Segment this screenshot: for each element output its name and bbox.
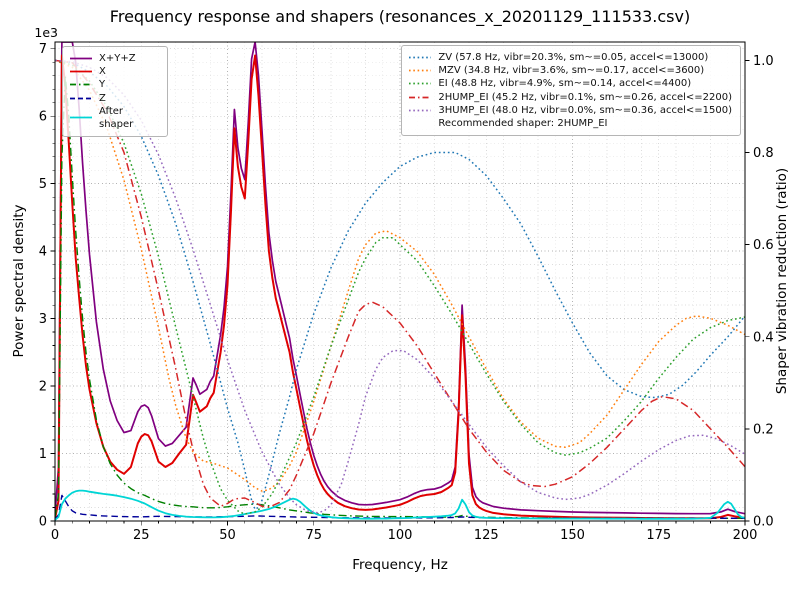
x-tick-label: 75	[305, 528, 322, 543]
legend-label: X	[99, 66, 106, 78]
x-axis-label: Frequency, Hz	[352, 557, 448, 573]
legend-item: After shaper	[69, 105, 159, 131]
legend-line-sample	[409, 96, 432, 99]
legend-item: 3HUMP_EI (48.0 Hz, vibr=0.0%, sm~=0.36, …	[408, 104, 732, 117]
x-tick-label: 125	[474, 528, 499, 543]
legend-line-sample	[70, 57, 92, 60]
y-left-tick-label: 5	[39, 177, 47, 192]
y-right-tick-label: 0.4	[753, 330, 774, 345]
y-right-tick-label: 0.6	[753, 238, 774, 253]
legend-item: 2HUMP_EI (45.2 Hz, vibr=0.1%, sm~=0.26, …	[408, 91, 732, 104]
legend-label: X+Y+Z	[99, 53, 136, 64]
legend-item: EI (48.8 Hz, vibr=4.9%, sm~=0.14, accel<…	[408, 77, 732, 90]
y-right-tick-label: 0.8	[753, 146, 774, 161]
chart-title: Frequency response and shapers (resonanc…	[109, 7, 691, 26]
series-line-after-shaper	[55, 489, 745, 521]
legend-label: EI (48.8 Hz, vibr=4.9%, sm~=0.14, accel<…	[438, 78, 692, 90]
x-tick-label: 175	[646, 528, 671, 543]
legend-line-sample	[409, 83, 432, 85]
legend-line-sample	[409, 56, 432, 59]
series-group	[55, 42, 745, 521]
legend-item: X	[69, 65, 159, 78]
series-line-3hump-ei	[55, 59, 745, 514]
series-line-y	[55, 75, 745, 519]
y-left-tick-label: 0	[39, 515, 47, 530]
y-right-tick-label: 0.0	[753, 515, 774, 530]
legend-item: X+Y+Z	[69, 52, 159, 65]
legend-line-sample	[70, 117, 92, 119]
y-left-tick-label: 2	[39, 380, 47, 395]
legend-label: 3HUMP_EI (48.0 Hz, vibr=0.0%, sm~=0.36, …	[438, 104, 732, 116]
tick-labels: 0 25 50 75 100 125 150 175 200 0 1 2 3 4 5 6 7 0.0 0.2 0.4 0…	[39, 42, 774, 543]
legend-item: ZV (57.8 Hz, vibr=20.3%, sm~=0.05, accel…	[408, 51, 732, 64]
legend-shapers: ZV (57.8 Hz, vibr=20.3%, sm~=0.05, accel…	[401, 45, 741, 137]
legend-label: Y	[99, 79, 106, 91]
y-axis-label-left: Power spectral density	[11, 204, 27, 358]
legend-line-sample	[70, 70, 92, 73]
y-left-tick-label: 7	[39, 42, 47, 57]
y-right-tick-label: 1.0	[753, 54, 774, 69]
x-tick-label: 25	[133, 528, 150, 543]
legend-item: Recommended shaper: 2HUMP_EI	[408, 117, 732, 130]
x-tick-label: 0	[51, 528, 59, 543]
legend-line-sample	[70, 97, 92, 100]
y-left-tick-label: 4	[39, 245, 47, 260]
legend-label: 2HUMP_EI (45.2 Hz, vibr=0.1%, sm~=0.26, …	[438, 91, 732, 103]
legend-line-sample	[409, 69, 432, 72]
legend-label: After shaper	[99, 105, 134, 130]
legend-label: ZV (57.8 Hz, vibr=20.3%, sm~=0.05, accel…	[438, 52, 709, 63]
y-right-tick-label: 0.2	[753, 422, 774, 437]
series-line-2hump-ei	[55, 59, 745, 508]
legend-line-sample	[409, 109, 432, 112]
x-tick-label: 150	[560, 528, 585, 543]
ticks	[50, 48, 750, 526]
legend-label: Recommended shaper: 2HUMP_EI	[438, 117, 608, 129]
y-left-tick-label: 1	[39, 447, 47, 462]
legend-label: MZV (34.8 Hz, vibr=3.6%, sm~=0.17, accel…	[438, 65, 705, 77]
y-left-tick-label: 6	[39, 110, 47, 125]
series-line-x	[55, 54, 745, 520]
legend-label: Z	[99, 92, 106, 104]
y-left-tick-label: 3	[39, 312, 47, 327]
legend-item: Z	[69, 92, 159, 105]
y-axis-label-right: Shaper vibration reduction (ratio)	[774, 167, 790, 395]
legend-item: MZV (34.8 Hz, vibr=3.6%, sm~=0.17, accel…	[408, 64, 732, 77]
legend-item: Y	[69, 78, 159, 91]
legend-psd: X+Y+Z X Y Z After shaper	[62, 46, 168, 138]
legend-line-sample	[70, 84, 92, 86]
y-axis-offset-text: 1e3	[34, 25, 58, 40]
legend-line-sample-empty	[408, 118, 432, 129]
series-line-ei	[55, 59, 745, 515]
x-tick-label: 100	[388, 528, 413, 543]
series-line-z	[55, 494, 745, 520]
series-line-mzv	[55, 59, 745, 492]
x-tick-label: 50	[219, 528, 236, 543]
series-line-x-y-z	[55, 42, 745, 516]
x-tick-label: 200	[733, 528, 758, 543]
